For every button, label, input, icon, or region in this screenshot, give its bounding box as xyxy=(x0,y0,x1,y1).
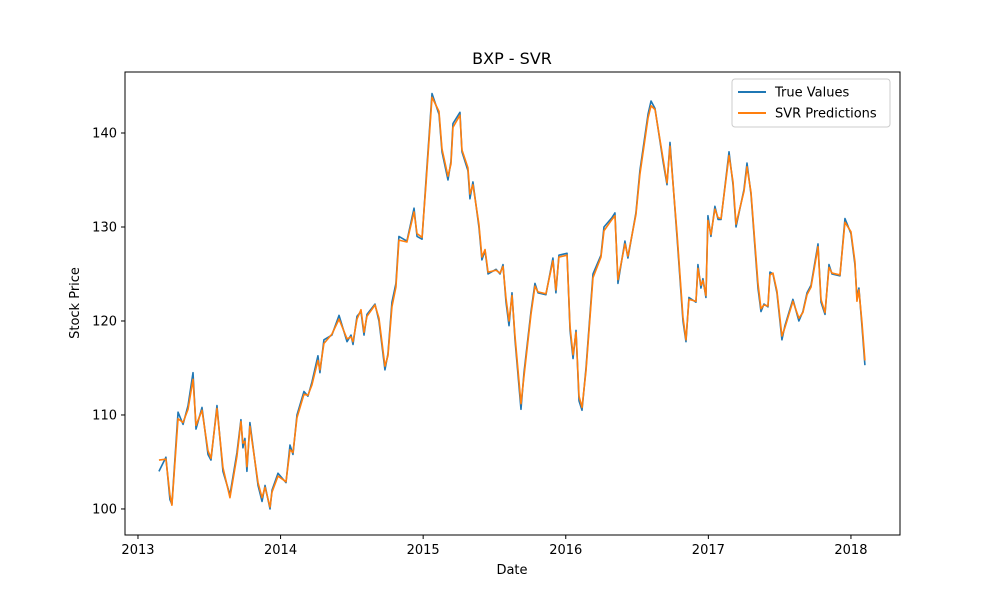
x-tick-label: 2016 xyxy=(549,543,582,558)
y-tick-label: 140 xyxy=(92,127,117,142)
y-tick-label: 120 xyxy=(92,314,117,329)
y-tick-label: 110 xyxy=(92,408,117,423)
x-tick-label: 2018 xyxy=(834,543,867,558)
y-tick-label: 130 xyxy=(92,220,117,235)
x-tick-label: 2015 xyxy=(407,543,440,558)
x-tick-label: 2014 xyxy=(264,543,297,558)
line-series xyxy=(158,96,866,508)
y-axis-label: Stock Price xyxy=(68,267,83,339)
legend-label: SVR Predictions xyxy=(775,107,877,122)
x-tick-label: 2017 xyxy=(692,543,725,558)
legend-label: True Values xyxy=(774,86,849,101)
x-tick-label: 2013 xyxy=(121,543,154,558)
chart-title: BXP - SVR xyxy=(472,49,552,68)
legend-box xyxy=(731,78,891,128)
plot-frame xyxy=(124,71,901,536)
y-tick-label: 100 xyxy=(92,502,117,517)
x-axis-label: Date xyxy=(496,563,527,578)
